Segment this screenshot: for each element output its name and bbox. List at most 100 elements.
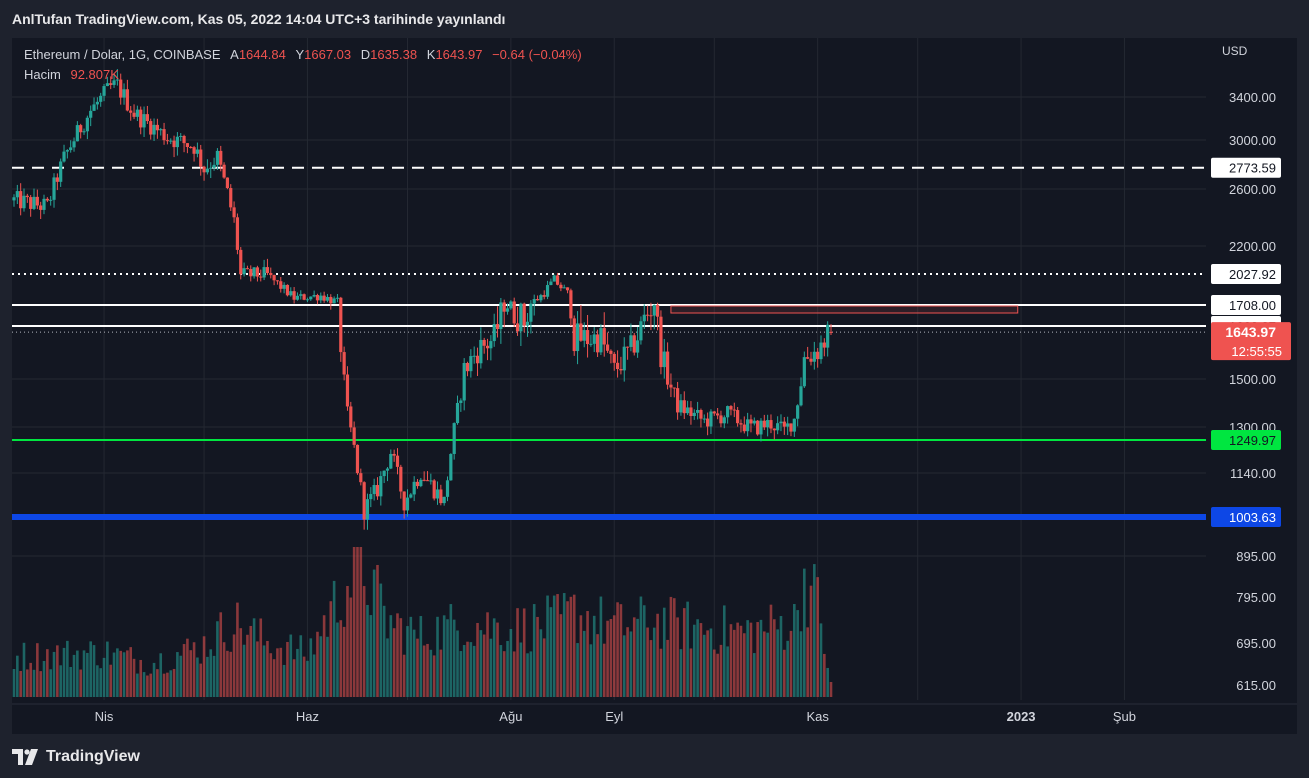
candle-body (65, 150, 69, 152)
volume-bar (119, 650, 123, 697)
volume-bar (726, 646, 729, 697)
volume-bar (552, 595, 556, 697)
volume-bar (829, 682, 833, 697)
volume-bar (636, 618, 639, 697)
symbol-label[interactable]: Ethereum / Dolar, 1G, COINBASE (24, 47, 221, 62)
candle-body (335, 297, 340, 299)
volume-label[interactable]: Hacim (24, 67, 61, 82)
volume-bar (739, 625, 743, 697)
candle-body (789, 423, 793, 432)
volume-bar (76, 650, 79, 697)
volume-bar (126, 650, 129, 697)
candle-body (625, 346, 630, 348)
candle-body (122, 89, 126, 98)
volume-bar (662, 607, 666, 697)
time-tick-label: Nis (95, 709, 114, 724)
volume-bar (786, 640, 789, 697)
candle-body (15, 191, 19, 198)
candle-body (305, 299, 310, 301)
volume-bar (672, 598, 676, 697)
candle-body (552, 275, 556, 282)
volume-bar (276, 648, 279, 697)
volume-bar (156, 669, 159, 697)
candle-body (639, 321, 643, 341)
candle-body (502, 302, 506, 312)
volume-bar (326, 636, 329, 697)
volume-bar (152, 662, 156, 697)
volume-bar (129, 647, 133, 697)
volume-bar (649, 640, 653, 697)
candle-body (802, 357, 806, 387)
volume-bar (753, 653, 756, 697)
volume-bar (366, 604, 369, 697)
volume-bar (472, 645, 476, 697)
candle-body (165, 140, 169, 142)
candle-body (135, 109, 139, 117)
volume-bar (296, 648, 299, 697)
tradingview-logo[interactable]: TradingView (12, 748, 140, 766)
candle-body (719, 415, 723, 424)
candle-body (762, 420, 766, 428)
candle-body (372, 485, 376, 495)
candle-body (739, 423, 743, 425)
volume-bar (422, 645, 426, 697)
level-tag-bg (1211, 507, 1281, 527)
volume-bar (586, 611, 589, 697)
volume-bar (346, 585, 349, 697)
volume-bar (612, 615, 616, 697)
candle-body (579, 323, 583, 341)
volume-bar (236, 602, 239, 697)
price-tick-label: 3400.00 (1229, 90, 1276, 105)
candle-body (349, 406, 353, 428)
candle-body (425, 480, 430, 482)
volume-bar (339, 620, 343, 697)
volume-bar (302, 656, 306, 697)
candle-body (652, 304, 656, 316)
candle-body (689, 407, 693, 417)
candle-body (672, 387, 676, 389)
volume-bar (492, 618, 496, 697)
volume-bar (459, 651, 463, 697)
candle-body (149, 121, 153, 135)
level-tag-label: 2027.92 (1229, 267, 1276, 282)
volume-bar (602, 643, 606, 697)
candle-body (105, 83, 109, 87)
candle-body (645, 314, 650, 316)
candle-body (766, 420, 770, 428)
candle-body (212, 164, 216, 168)
volume-bar (26, 669, 29, 697)
volume-bar (189, 650, 193, 697)
candle-body (375, 485, 380, 497)
volume-bar (799, 631, 803, 697)
volume-bar (202, 636, 206, 697)
candle-body (736, 410, 740, 424)
candle-body (752, 420, 756, 424)
volume-bar (359, 547, 363, 697)
candle-body (535, 299, 540, 301)
candle-body (62, 151, 66, 162)
candle-body (439, 489, 443, 504)
chart-pane[interactable] (12, 38, 1297, 734)
candle-body (649, 315, 653, 317)
candle-body (299, 294, 303, 296)
candle-body (249, 269, 253, 277)
candle-body (469, 356, 473, 372)
volume-bar (606, 620, 609, 697)
volume-bar (509, 628, 513, 697)
candle-body (292, 291, 296, 300)
candle-body (279, 281, 283, 289)
volume-bar (112, 652, 116, 697)
candle-body (19, 191, 23, 209)
volume-bar (306, 660, 309, 697)
candle-body (169, 140, 173, 142)
volume-bar (109, 664, 113, 697)
candle-body (42, 198, 46, 210)
candle-body (152, 124, 156, 135)
candle-body (659, 316, 663, 368)
volume-bar (19, 670, 22, 697)
volume-bar (389, 615, 393, 697)
low-label: D (360, 47, 371, 62)
volume-bar (599, 596, 603, 697)
volume-bar (619, 604, 623, 697)
